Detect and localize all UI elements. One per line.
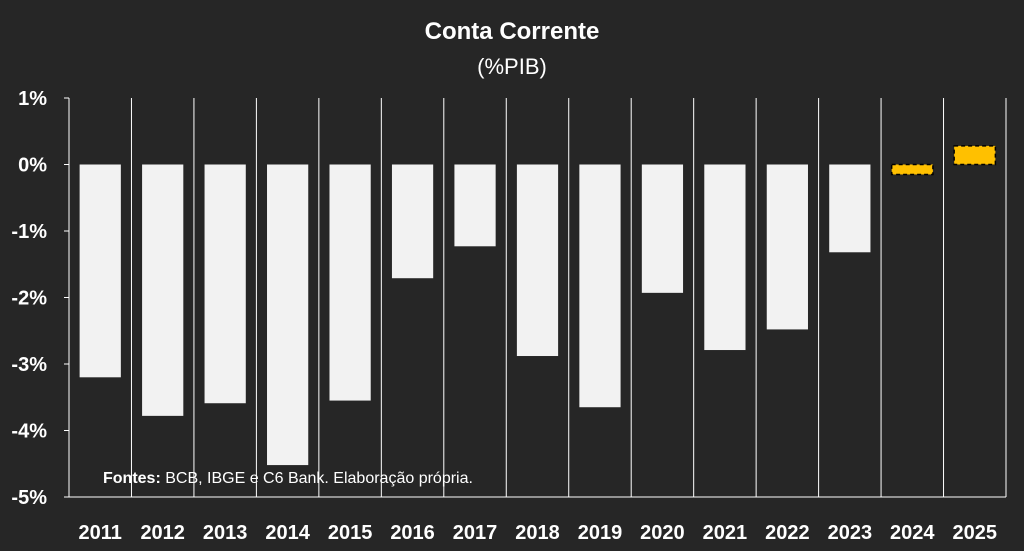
y-tick-label: -1%: [11, 221, 47, 243]
x-tick-label: 2022: [765, 522, 810, 544]
bar-2023: [829, 164, 871, 253]
chart-subtitle: (%PIB): [477, 54, 547, 79]
source-label: Fontes:: [103, 470, 161, 487]
y-tick-label: 0%: [18, 155, 47, 177]
y-tick-label: 1%: [18, 88, 47, 110]
source-note: Fontes: BCB, IBGE e C6 Bank. Elaboração …: [103, 470, 473, 488]
x-tick-label: 2019: [578, 522, 623, 544]
bar-forecast-2024: [890, 163, 934, 176]
bar-2014: [267, 164, 309, 466]
bar-2011: [79, 164, 121, 378]
x-tick-label: 2021: [703, 522, 748, 544]
bar-2019: [579, 164, 621, 408]
source-text: BCB, IBGE e C6 Bank. Elaboração própria.: [160, 470, 473, 487]
y-tick-label: -4%: [11, 421, 47, 443]
bar-2016: [391, 164, 434, 279]
bar-2013: [204, 164, 246, 404]
x-tick-label: 2025: [953, 522, 998, 544]
bar-2017: [454, 164, 496, 247]
bar-2012: [142, 164, 184, 416]
bar-2020: [641, 164, 684, 293]
x-tick-label: 2018: [515, 522, 560, 544]
y-tick-label: -2%: [11, 288, 47, 310]
chart-title: Conta Corrente: [424, 18, 600, 45]
x-tick-label: 2024: [890, 522, 935, 544]
x-tick-label: 2013: [203, 522, 248, 544]
bar-2015: [329, 164, 371, 401]
x-tick-label: 2012: [140, 522, 185, 544]
x-tick-label: 2011: [79, 522, 122, 544]
y-tick-label: -3%: [11, 354, 47, 376]
x-tick-label: 2020: [640, 522, 685, 544]
x-tick-label: 2016: [390, 522, 435, 544]
bar-2018: [516, 164, 559, 357]
bar-forecast-2025: [953, 145, 997, 166]
x-tick-label: 2017: [453, 522, 498, 544]
x-tick-label: 2015: [328, 522, 373, 544]
x-tick-label: 2023: [828, 522, 873, 544]
bar-2022: [766, 164, 808, 330]
y-tick-label: -5%: [11, 487, 47, 509]
x-tick-label: 2014: [265, 522, 310, 544]
bar-2021: [704, 164, 746, 351]
